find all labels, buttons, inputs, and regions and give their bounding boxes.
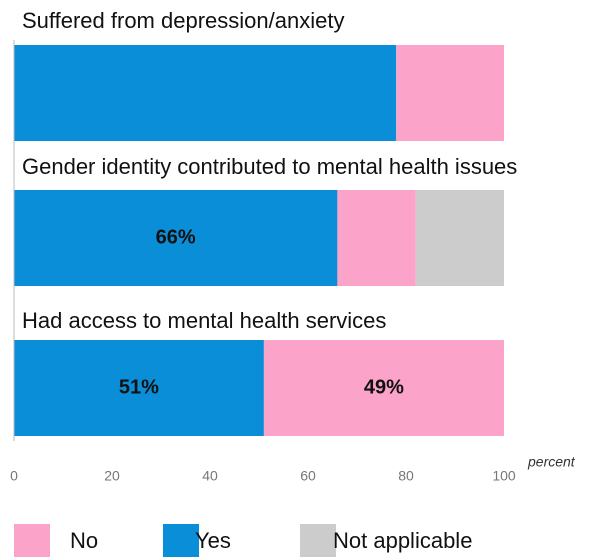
row-title: Suffered from depression/anxiety (22, 8, 344, 33)
x-tick-label: 100 (492, 468, 516, 484)
legend-swatch (14, 524, 50, 557)
legend-swatch (163, 524, 199, 557)
value-label: 66% (156, 226, 196, 248)
bar-segment (14, 45, 397, 141)
legend-label: Not applicable (333, 528, 472, 553)
x-tick-label: 20 (104, 468, 120, 484)
bar-segment (14, 340, 264, 436)
legend-label: No (70, 528, 98, 553)
row-title: Gender identity contributed to mental he… (22, 154, 517, 179)
bar-segment (14, 190, 338, 286)
legend-swatch (300, 524, 336, 557)
x-tick-label: 80 (398, 468, 414, 484)
row-title: Had access to mental health services (22, 308, 386, 333)
x-tick-label: 0 (10, 468, 18, 484)
bar-segment (263, 340, 504, 436)
bar-segment (415, 190, 504, 286)
x-tick-label: 60 (300, 468, 316, 484)
bar-segment (337, 190, 416, 286)
value-label: 51% (119, 376, 159, 398)
x-tick-label: 40 (202, 468, 218, 484)
legend-label: Yes (195, 528, 231, 553)
value-label: 49% (364, 376, 404, 398)
bar-segment (396, 45, 504, 141)
x-axis-label: percent (527, 454, 576, 470)
